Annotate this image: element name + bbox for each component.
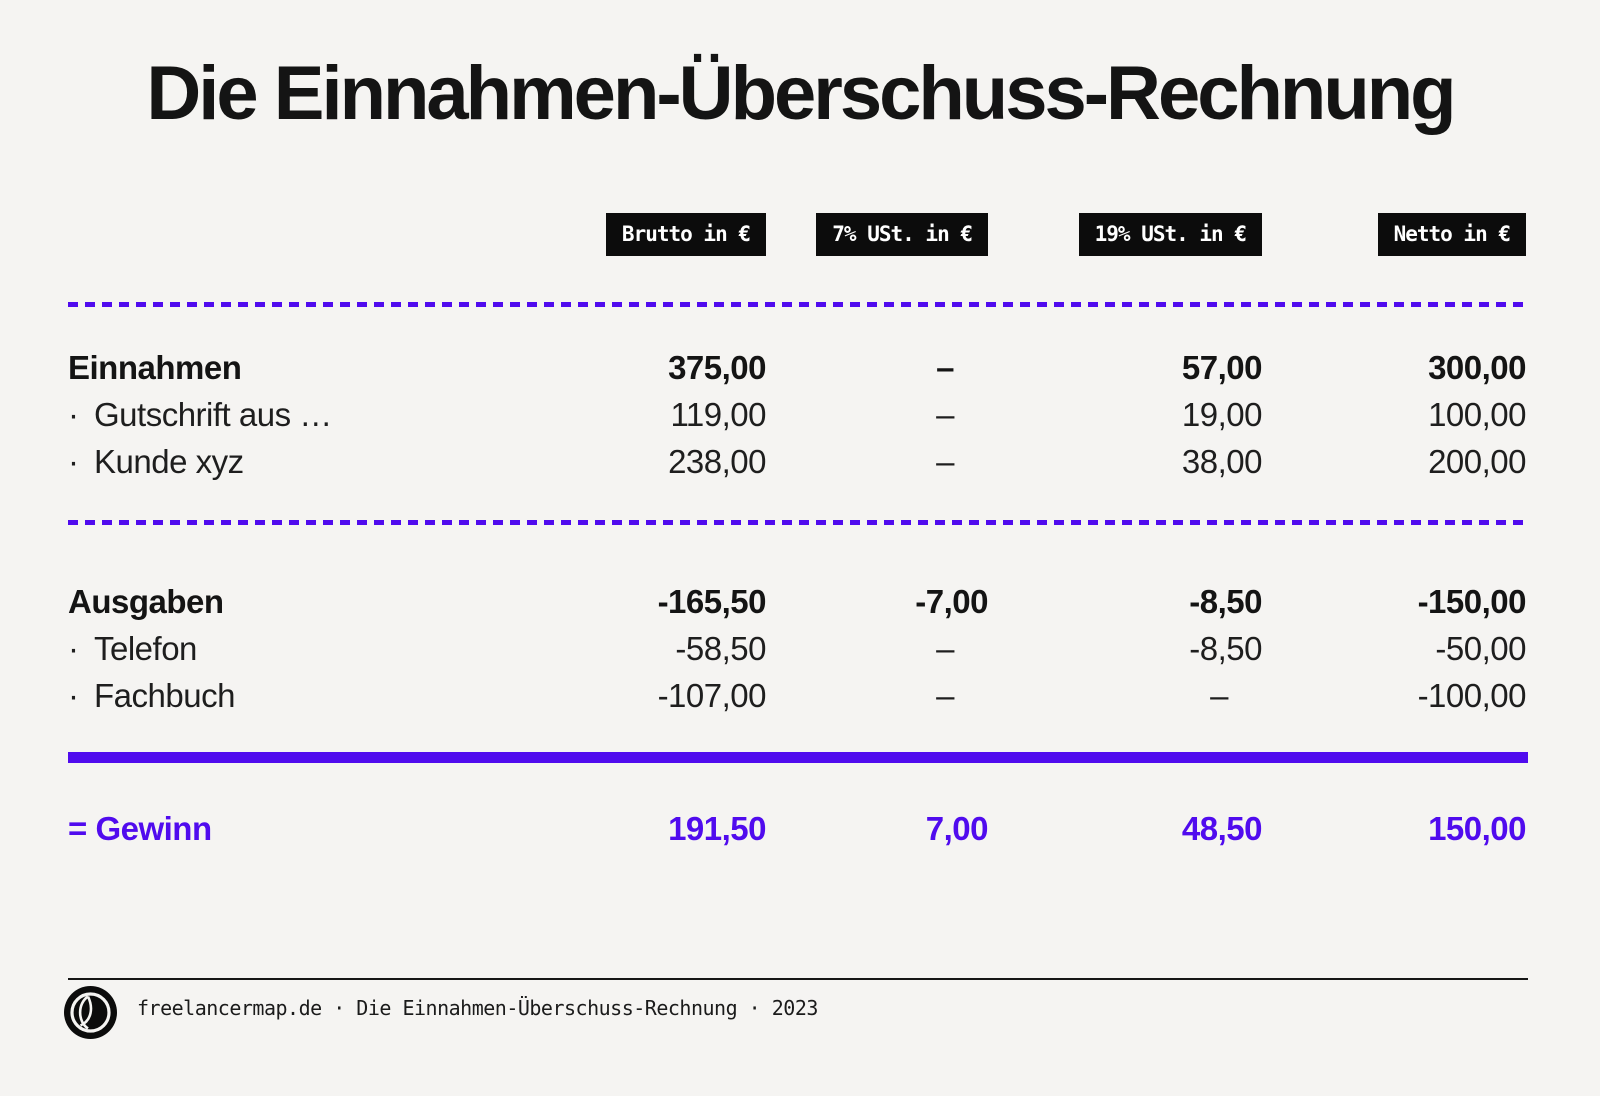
footer-divider (68, 978, 1528, 980)
row-label-text: Fachbuch (94, 676, 235, 714)
table-row-kunde: · Kunde xyz 238,00 – 38,00 200,00 (68, 438, 1528, 485)
value-ust7: – (936, 629, 954, 667)
page-title: Die Einnahmen-Überschuss-Rechnung (146, 51, 1456, 136)
value-netto: 100,00 (1428, 395, 1526, 433)
value-netto: 200,00 (1428, 442, 1526, 480)
row-label: · Gutschrift aus … (68, 396, 540, 434)
value-brutto: -58,50 (675, 629, 766, 667)
header-cell-netto: Netto in € (1277, 211, 1528, 257)
value-brutto: 191,50 (668, 809, 766, 847)
footer-caption: freelancermap.de · Die Einnahmen-Übersch… (137, 996, 818, 1020)
column-header-ust7: 7% USt. in € (816, 213, 988, 257)
row-label-text: = Gewinn (68, 809, 212, 847)
row-label-text: Telefon (94, 629, 197, 667)
table-row-gutschrift: · Gutschrift aus … 119,00 – 19,00 100,00 (68, 391, 1528, 438)
value-ust19: -8,50 (1189, 629, 1262, 667)
value-ust19: 19,00 (1181, 395, 1263, 433)
value-ust7: -7,00 (915, 582, 988, 620)
row-label: Einnahmen (68, 349, 540, 387)
header-cell-brutto: Brutto in € (540, 211, 785, 257)
bullet-icon: · (68, 395, 79, 433)
column-header-netto: Netto in € (1377, 213, 1526, 257)
dashed-divider-top (68, 302, 1528, 307)
table-row-einnahmen: Einnahmen 375,00 – 57,00 300,00 (68, 344, 1528, 391)
row-label: · Telefon (68, 630, 540, 668)
value-netto: -100,00 (1417, 676, 1527, 714)
bullet-icon: · (68, 676, 79, 714)
value-ust19: 38,00 (1181, 442, 1263, 480)
value-ust19: -8,50 (1189, 582, 1262, 620)
value-ust19: – (1210, 676, 1228, 714)
value-netto: -150,00 (1417, 582, 1527, 620)
row-label-text: Ausgaben (68, 582, 224, 620)
freelancermap-logo-icon (64, 986, 117, 1039)
row-label-text: Einnahmen (68, 348, 242, 386)
table-row-fachbuch: · Fachbuch -107,00 – – -100,00 (68, 672, 1528, 719)
row-label-text: Gutschrift aus … (94, 395, 332, 433)
row-label: · Kunde xyz (68, 443, 540, 481)
value-ust7: – (936, 395, 954, 433)
value-ust7: – (936, 676, 954, 714)
value-brutto: 119,00 (670, 395, 767, 433)
row-label: = Gewinn (68, 810, 540, 848)
value-brutto: 238,00 (668, 442, 766, 480)
value-brutto: -107,00 (657, 676, 767, 714)
row-label-text: Kunde xyz (94, 442, 244, 480)
bullet-icon: · (68, 442, 79, 480)
column-header-brutto: Brutto in € (605, 213, 766, 257)
value-netto: -50,00 (1435, 629, 1526, 667)
header-cell-ust7: 7% USt. in € (785, 211, 1023, 257)
table-row-ausgaben: Ausgaben -165,50 -7,00 -8,50 -150,00 (68, 578, 1528, 625)
table-row-telefon: · Telefon -58,50 – -8,50 -50,00 (68, 625, 1528, 672)
value-ust19: 57,00 (1181, 348, 1263, 386)
value-netto: 150,00 (1428, 809, 1526, 847)
row-label: · Fachbuch (68, 677, 540, 715)
result-divider (68, 752, 1528, 763)
table-header-row: Brutto in € 7% USt. in € 19% USt. in € N… (68, 211, 1528, 257)
header-cell-ust19: 19% USt. in € (1023, 211, 1277, 257)
column-header-ust19: 19% USt. in € (1078, 213, 1262, 257)
value-ust19: 48,50 (1181, 809, 1263, 847)
row-label: Ausgaben (68, 583, 540, 621)
value-ust7: 7,00 (925, 809, 989, 847)
bullet-icon: · (68, 629, 79, 667)
value-brutto: -165,50 (657, 582, 767, 620)
value-brutto: 375,00 (668, 348, 766, 386)
value-ust7: – (936, 442, 954, 480)
value-netto: 300,00 (1428, 348, 1526, 386)
dashed-divider-middle (68, 520, 1528, 525)
value-ust7: – (936, 348, 954, 386)
table-row-gewinn: = Gewinn 191,50 7,00 48,50 150,00 (68, 805, 1528, 852)
